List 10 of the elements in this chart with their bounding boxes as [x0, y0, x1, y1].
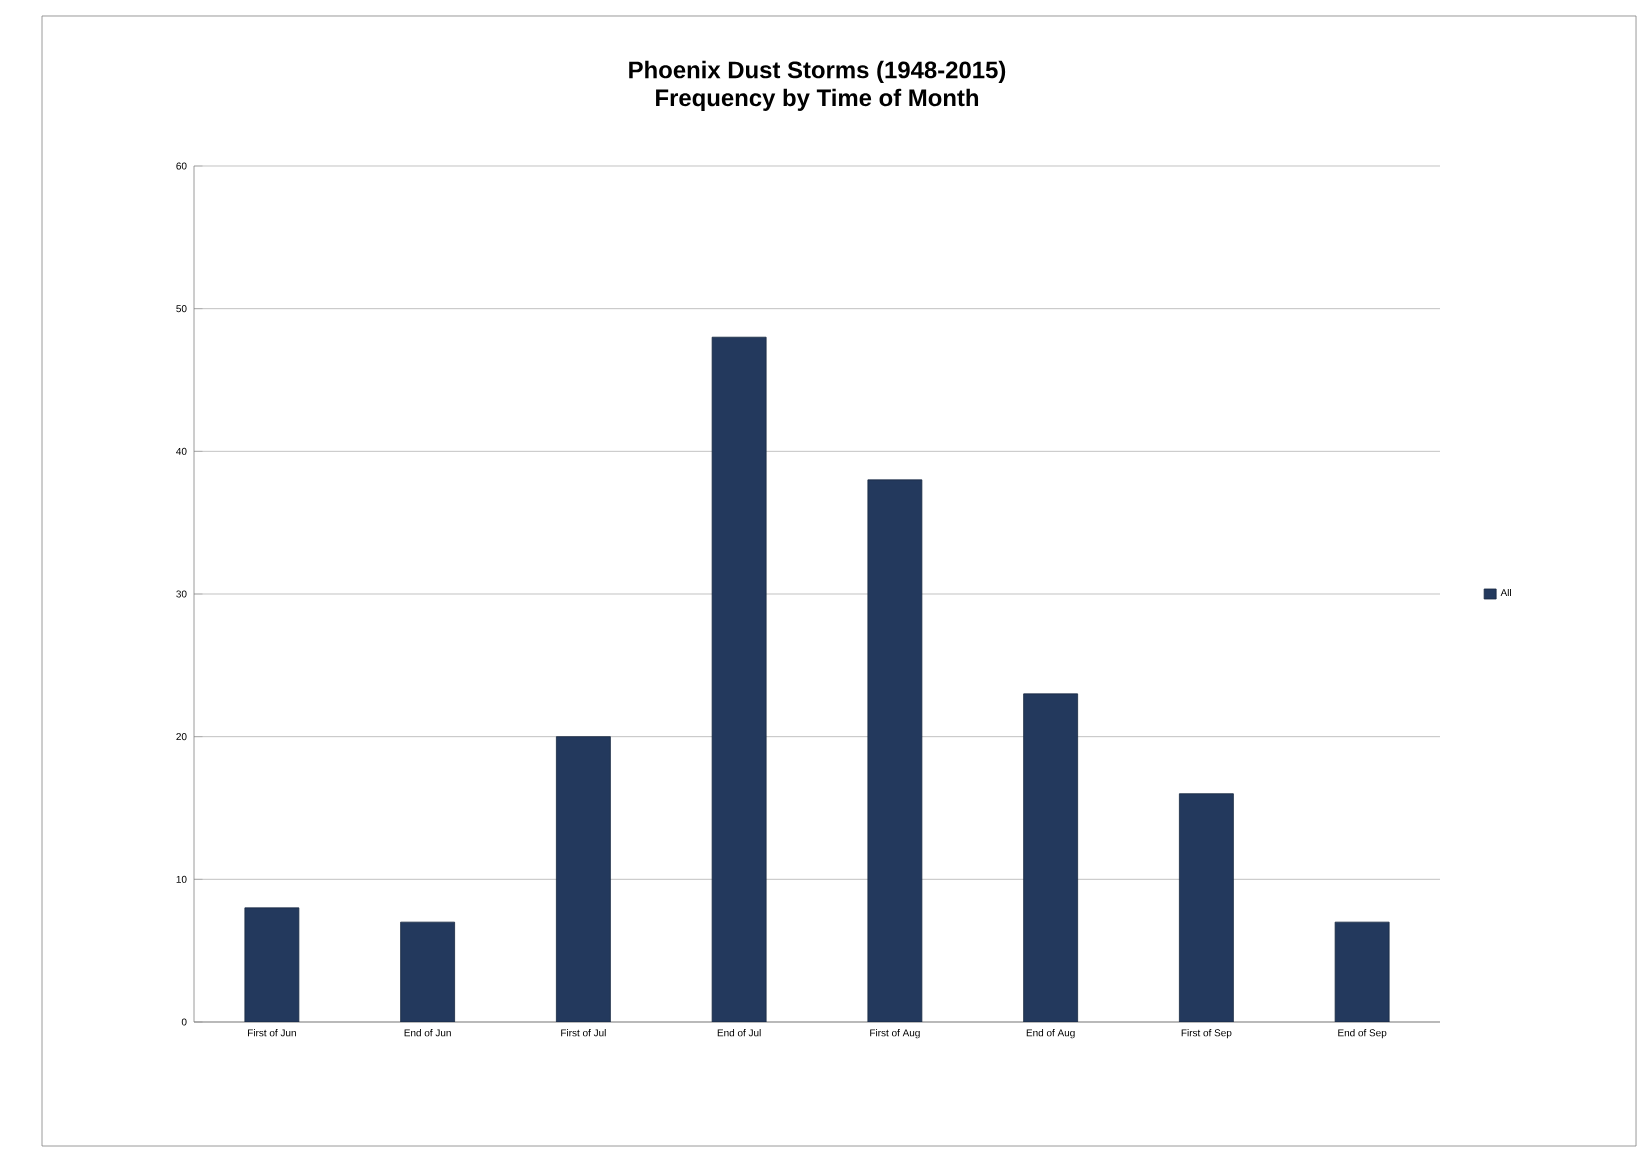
bar — [867, 479, 923, 1022]
bar — [244, 907, 300, 1022]
bar — [400, 921, 456, 1022]
chart-subtitle: Frequency by Time of Month — [656, 88, 979, 111]
bar — [1023, 693, 1079, 1022]
bar — [1334, 921, 1390, 1022]
chart-title: Phoenix Dust Storms (1948-2015) — [629, 60, 1006, 84]
bar — [555, 736, 611, 1022]
bar — [711, 336, 767, 1022]
bar — [1178, 793, 1234, 1022]
